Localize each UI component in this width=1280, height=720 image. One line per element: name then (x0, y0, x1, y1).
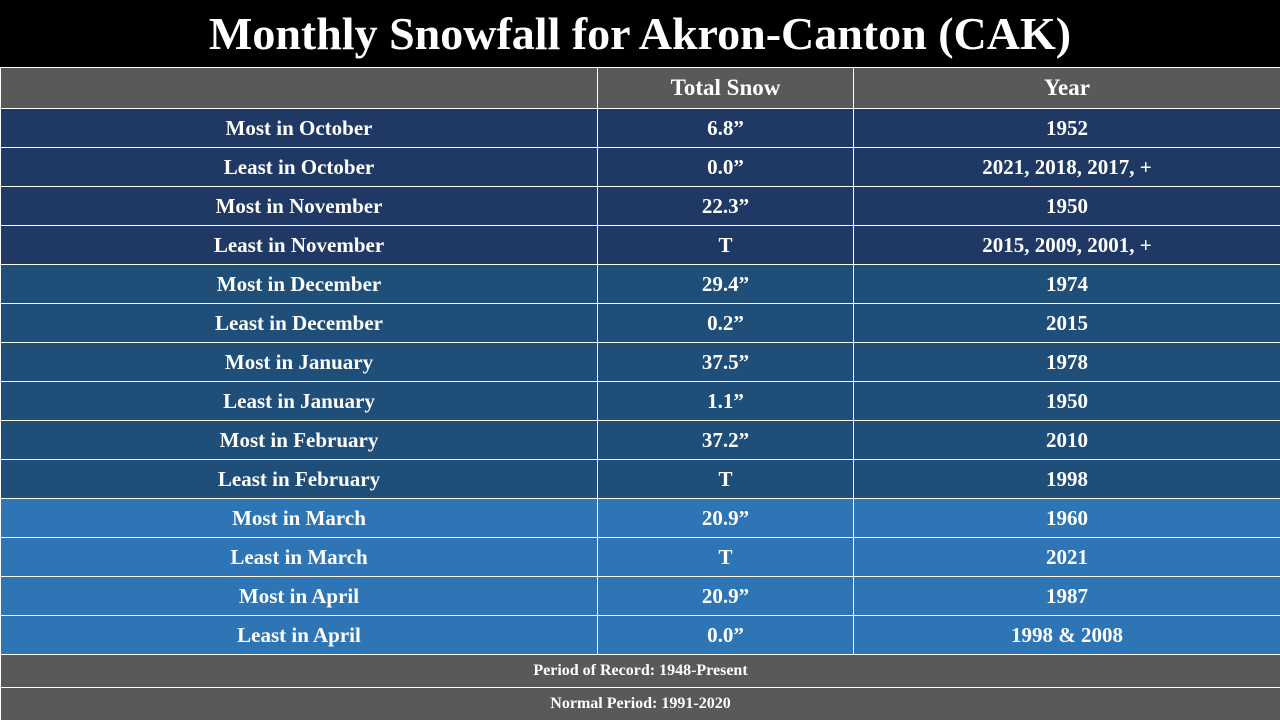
row-snow: 20.9” (597, 498, 854, 538)
row-label: Most in October (0, 108, 598, 148)
table-row: Least in February T 1998 (0, 459, 1280, 499)
header-year: Year (853, 67, 1280, 109)
table-row: Least in October 0.0” 2021, 2018, 2017, … (0, 147, 1280, 187)
row-snow: 0.0” (597, 615, 854, 655)
row-year: 1978 (853, 342, 1280, 382)
row-label: Least in April (0, 615, 598, 655)
row-label: Most in January (0, 342, 598, 382)
normal-period: Normal Period: 1991-2020 (0, 687, 1280, 720)
page-title: Monthly Snowfall for Akron-Canton (CAK) (208, 8, 1072, 59)
table-row: Most in April 20.9” 1987 (0, 576, 1280, 616)
table-row: Most in February 37.2” 2010 (0, 420, 1280, 460)
row-snow: 20.9” (597, 576, 854, 616)
row-label: Most in March (0, 498, 598, 538)
row-snow: 37.5” (597, 342, 854, 382)
row-label: Most in December (0, 264, 598, 304)
row-year: 2015 (853, 303, 1280, 343)
row-year: 2021, 2018, 2017, + (853, 147, 1280, 187)
row-year: 1950 (853, 381, 1280, 421)
table-row: Least in March T 2021 (0, 537, 1280, 577)
footer-row-normal-period: Normal Period: 1991-2020 (0, 687, 1280, 720)
row-label: Least in December (0, 303, 598, 343)
row-year: 1950 (853, 186, 1280, 226)
row-label: Most in April (0, 576, 598, 616)
row-label: Least in March (0, 537, 598, 577)
row-label: Most in November (0, 186, 598, 226)
header-label (0, 67, 598, 109)
row-year: 1987 (853, 576, 1280, 616)
row-snow: T (597, 225, 854, 265)
row-label: Most in February (0, 420, 598, 460)
table-row: Least in December 0.2” 2015 (0, 303, 1280, 343)
row-label: Least in January (0, 381, 598, 421)
row-year: 1998 (853, 459, 1280, 499)
table-row: Most in March 20.9” 1960 (0, 498, 1280, 538)
table-row: Most in December 29.4” 1974 (0, 264, 1280, 304)
row-year: 1998 & 2008 (853, 615, 1280, 655)
table-row: Most in January 37.5” 1978 (0, 342, 1280, 382)
table-header-row: Total Snow Year (0, 67, 1280, 109)
row-snow: 22.3” (597, 186, 854, 226)
row-snow: 37.2” (597, 420, 854, 460)
row-year: 2021 (853, 537, 1280, 577)
row-year: 2010 (853, 420, 1280, 460)
table-row: Least in November T 2015, 2009, 2001, + (0, 225, 1280, 265)
table-row: Least in January 1.1” 1950 (0, 381, 1280, 421)
header-total-snow: Total Snow (597, 67, 854, 109)
row-year: 2015, 2009, 2001, + (853, 225, 1280, 265)
row-year: 1960 (853, 498, 1280, 538)
snowfall-table: Total Snow Year Most in October 6.8” 195… (0, 67, 1280, 720)
row-label: Least in November (0, 225, 598, 265)
row-snow: 0.2” (597, 303, 854, 343)
row-year: 1974 (853, 264, 1280, 304)
table-row: Least in April 0.0” 1998 & 2008 (0, 615, 1280, 655)
row-label: Least in October (0, 147, 598, 187)
row-snow: T (597, 537, 854, 577)
row-snow: T (597, 459, 854, 499)
table-row: Most in November 22.3” 1950 (0, 186, 1280, 226)
footer-row-period-of-record: Period of Record: 1948-Present (0, 654, 1280, 688)
row-snow: 29.4” (597, 264, 854, 304)
table-row: Most in October 6.8” 1952 (0, 108, 1280, 148)
period-of-record: Period of Record: 1948-Present (0, 654, 1280, 688)
row-snow: 6.8” (597, 108, 854, 148)
row-snow: 1.1” (597, 381, 854, 421)
row-snow: 0.0” (597, 147, 854, 187)
row-year: 1952 (853, 108, 1280, 148)
row-label: Least in February (0, 459, 598, 499)
